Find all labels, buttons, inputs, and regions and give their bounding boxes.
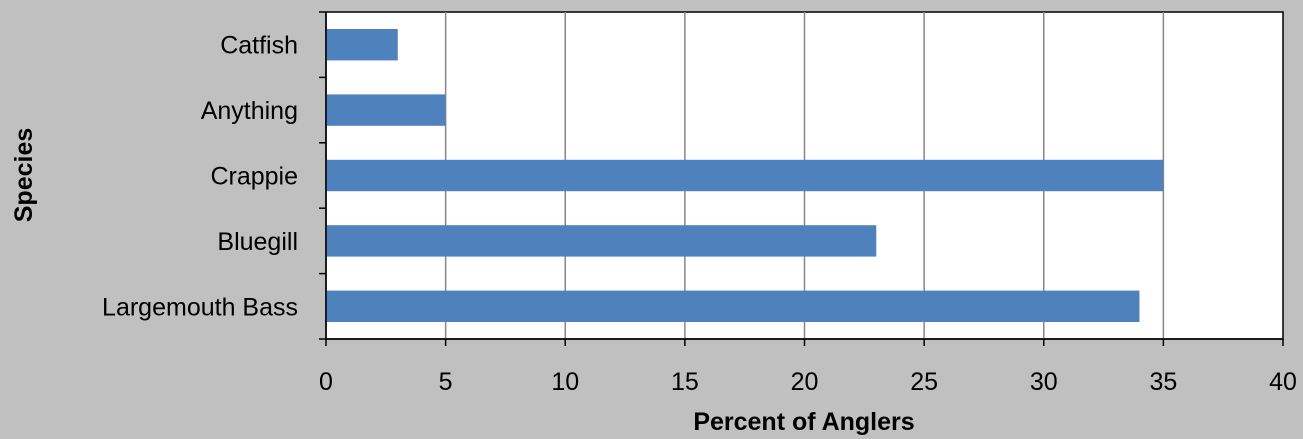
x-tick-labels: 0 5 10 15 20 25 30 35 40 — [319, 368, 1297, 396]
x-tick-label: 10 — [551, 368, 579, 396]
x-tick-label: 0 — [319, 368, 333, 396]
bar-anything — [326, 94, 446, 126]
bar-largemouth-bass — [326, 290, 1140, 322]
x-tick-label: 30 — [1030, 368, 1058, 396]
x-tick-label: 20 — [791, 368, 819, 396]
bars — [326, 29, 1164, 322]
y-tick-label: Catfish — [220, 32, 298, 60]
y-tick-label: Bluegill — [217, 228, 298, 256]
y-tick-label: Largemouth Bass — [102, 293, 298, 321]
bar-crappie — [326, 159, 1164, 192]
y-tick-label: Crappie — [210, 163, 298, 191]
y-tick-label: Anything — [201, 97, 298, 125]
axes — [319, 11, 1284, 346]
y-axis-title: Species — [10, 128, 38, 223]
bar-catfish — [326, 29, 398, 61]
x-tick-label: 25 — [910, 368, 938, 396]
x-tick-label: 5 — [439, 368, 453, 396]
x-tick-label: 40 — [1269, 368, 1297, 396]
x-tick-label: 35 — [1149, 368, 1177, 396]
x-tick-label: 15 — [671, 368, 699, 396]
x-axis-title: Percent of Anglers — [693, 408, 914, 436]
y-tick-labels: Largemouth Bass Bluegill Crappie Anything Ca… — [102, 32, 298, 322]
bar-bluegill — [326, 225, 877, 257]
